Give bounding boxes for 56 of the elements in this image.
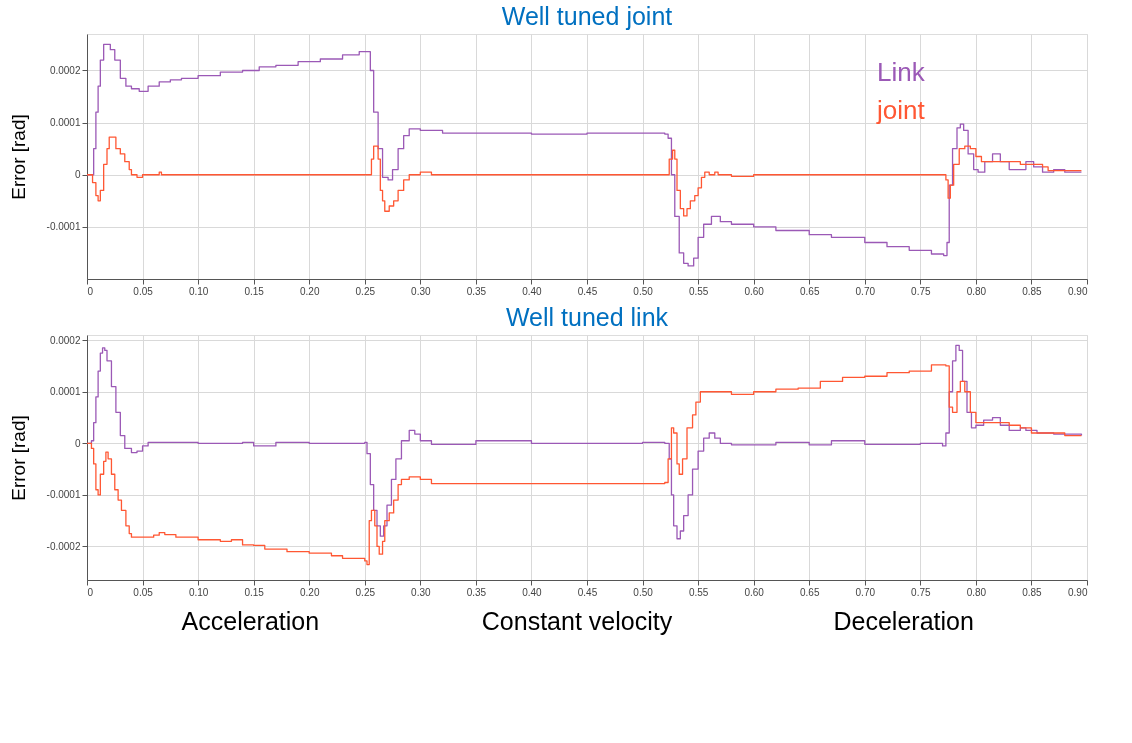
x-tick-label: 0.20 xyxy=(299,285,320,297)
x-tick-label: 0.10 xyxy=(188,285,209,297)
x-tick-label: 0.25 xyxy=(355,285,376,297)
chart-title: Well tuned link xyxy=(505,303,669,331)
y-tick-label: -0.0001 xyxy=(46,221,81,233)
chart-title: Well tuned joint xyxy=(501,2,673,30)
text: Acceleration xyxy=(181,607,320,635)
text: Deceleration xyxy=(833,607,974,635)
y-tick-label: 0.0001 xyxy=(49,117,81,129)
x-tick-label: 0.80 xyxy=(966,586,987,598)
x-tick-label: 0.55 xyxy=(688,285,709,297)
x-tick-label: 0.05 xyxy=(133,285,154,297)
x-tick-label: 0.35 xyxy=(466,285,487,297)
x-tick-label: 0.70 xyxy=(855,285,876,297)
x-tick-label: 0.90 xyxy=(1068,586,1088,598)
x-tick-label: 0.60 xyxy=(744,586,765,598)
x-tick-label: 0.50 xyxy=(633,285,654,297)
x-tick-label: 0.35 xyxy=(466,586,487,598)
x-tick-label: 0.45 xyxy=(577,586,598,598)
y-tick-label: 0 xyxy=(74,169,81,181)
x-tick-label: 0.20 xyxy=(299,586,320,598)
series-label: Link xyxy=(877,57,926,88)
x-tick-label: 0.40 xyxy=(522,285,543,297)
x-tick-label: 0.40 xyxy=(522,586,543,598)
x-tick-label: 0.05 xyxy=(133,586,154,598)
y-tick-label: 0.0002 xyxy=(49,334,81,346)
x-tick-label: 0 xyxy=(87,285,94,297)
y-tick-label: -0.0001 xyxy=(46,489,81,501)
x-tick-label: 0 xyxy=(87,586,94,598)
x-tick-label: 0.75 xyxy=(911,586,931,598)
x-tick-label: 0.30 xyxy=(411,285,431,297)
x-tick-label: 0.25 xyxy=(355,586,376,598)
x-tick-label: 0.85 xyxy=(1022,285,1043,297)
x-tick-label: 0.10 xyxy=(188,586,209,598)
y-tick-label: 0.0001 xyxy=(49,386,81,398)
text: Constant velocity xyxy=(481,607,673,635)
x-tick-label: 0.90 xyxy=(1068,285,1088,297)
x-tick-label: 0.80 xyxy=(966,285,987,297)
x-tick-label: 0.30 xyxy=(411,586,431,598)
y-tick-label: 0.0002 xyxy=(49,64,81,76)
x-tick-label: 0.85 xyxy=(1022,586,1043,598)
y-axis-title: Error [rad] xyxy=(7,415,29,501)
x-tick-label: 0.15 xyxy=(244,586,265,598)
y-axis-title: Error [rad] xyxy=(7,114,29,200)
x-tick-label: 0.70 xyxy=(855,586,876,598)
x-tick-label: 0.65 xyxy=(799,586,820,598)
x-tick-label: 0.65 xyxy=(799,285,820,297)
x-tick-label: 0.50 xyxy=(633,586,654,598)
x-tick-label: 0.75 xyxy=(911,285,931,297)
x-tick-label: 0.55 xyxy=(688,586,709,598)
y-tick-label: -0.0002 xyxy=(46,540,81,552)
x-tick-label: 0.45 xyxy=(577,285,598,297)
y-tick-label: 0 xyxy=(74,437,81,449)
series-label: joint xyxy=(876,95,926,126)
x-tick-label: 0.15 xyxy=(244,285,265,297)
x-tick-label: 0.60 xyxy=(744,285,765,297)
